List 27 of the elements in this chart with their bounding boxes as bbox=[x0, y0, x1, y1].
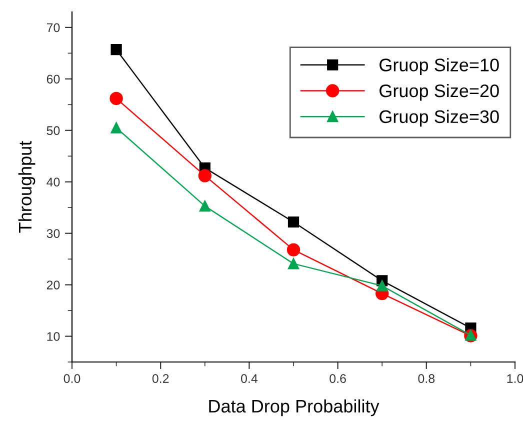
y-tick-label: 70 bbox=[46, 23, 60, 32]
x-tick-label: 0.4 bbox=[241, 374, 258, 383]
point bbox=[288, 216, 300, 228]
y-tick-label: 30 bbox=[46, 229, 60, 238]
point bbox=[376, 280, 388, 292]
legend-label: Gruop Size=10 bbox=[380, 58, 499, 75]
x-tick-label: 0.0 bbox=[64, 374, 80, 383]
y-tick-label: 10 bbox=[47, 332, 60, 341]
x-tick-label: 1.0 bbox=[507, 374, 523, 383]
x-tick-label: 0.2 bbox=[152, 374, 169, 383]
point bbox=[199, 200, 210, 212]
y-tick-label: 60 bbox=[46, 74, 60, 84]
y-tick-label: 20 bbox=[46, 280, 60, 290]
point bbox=[110, 44, 122, 56]
legend-label: Gruop Size=20 bbox=[380, 84, 499, 101]
x-axis-title: Data Drop Probability bbox=[209, 399, 380, 416]
x-tick-label: 0.6 bbox=[330, 374, 346, 383]
y-axis-title: Throughput bbox=[18, 140, 36, 233]
legend-label: Gruop Size=30 bbox=[380, 110, 499, 127]
y-tick-label: 50 bbox=[46, 126, 60, 136]
point bbox=[110, 92, 123, 106]
point bbox=[286, 243, 300, 256]
point bbox=[288, 258, 300, 270]
y-tick-label: 40 bbox=[46, 178, 60, 187]
x-tick-label: 0.8 bbox=[418, 374, 435, 383]
point bbox=[110, 122, 122, 134]
point bbox=[198, 169, 212, 182]
